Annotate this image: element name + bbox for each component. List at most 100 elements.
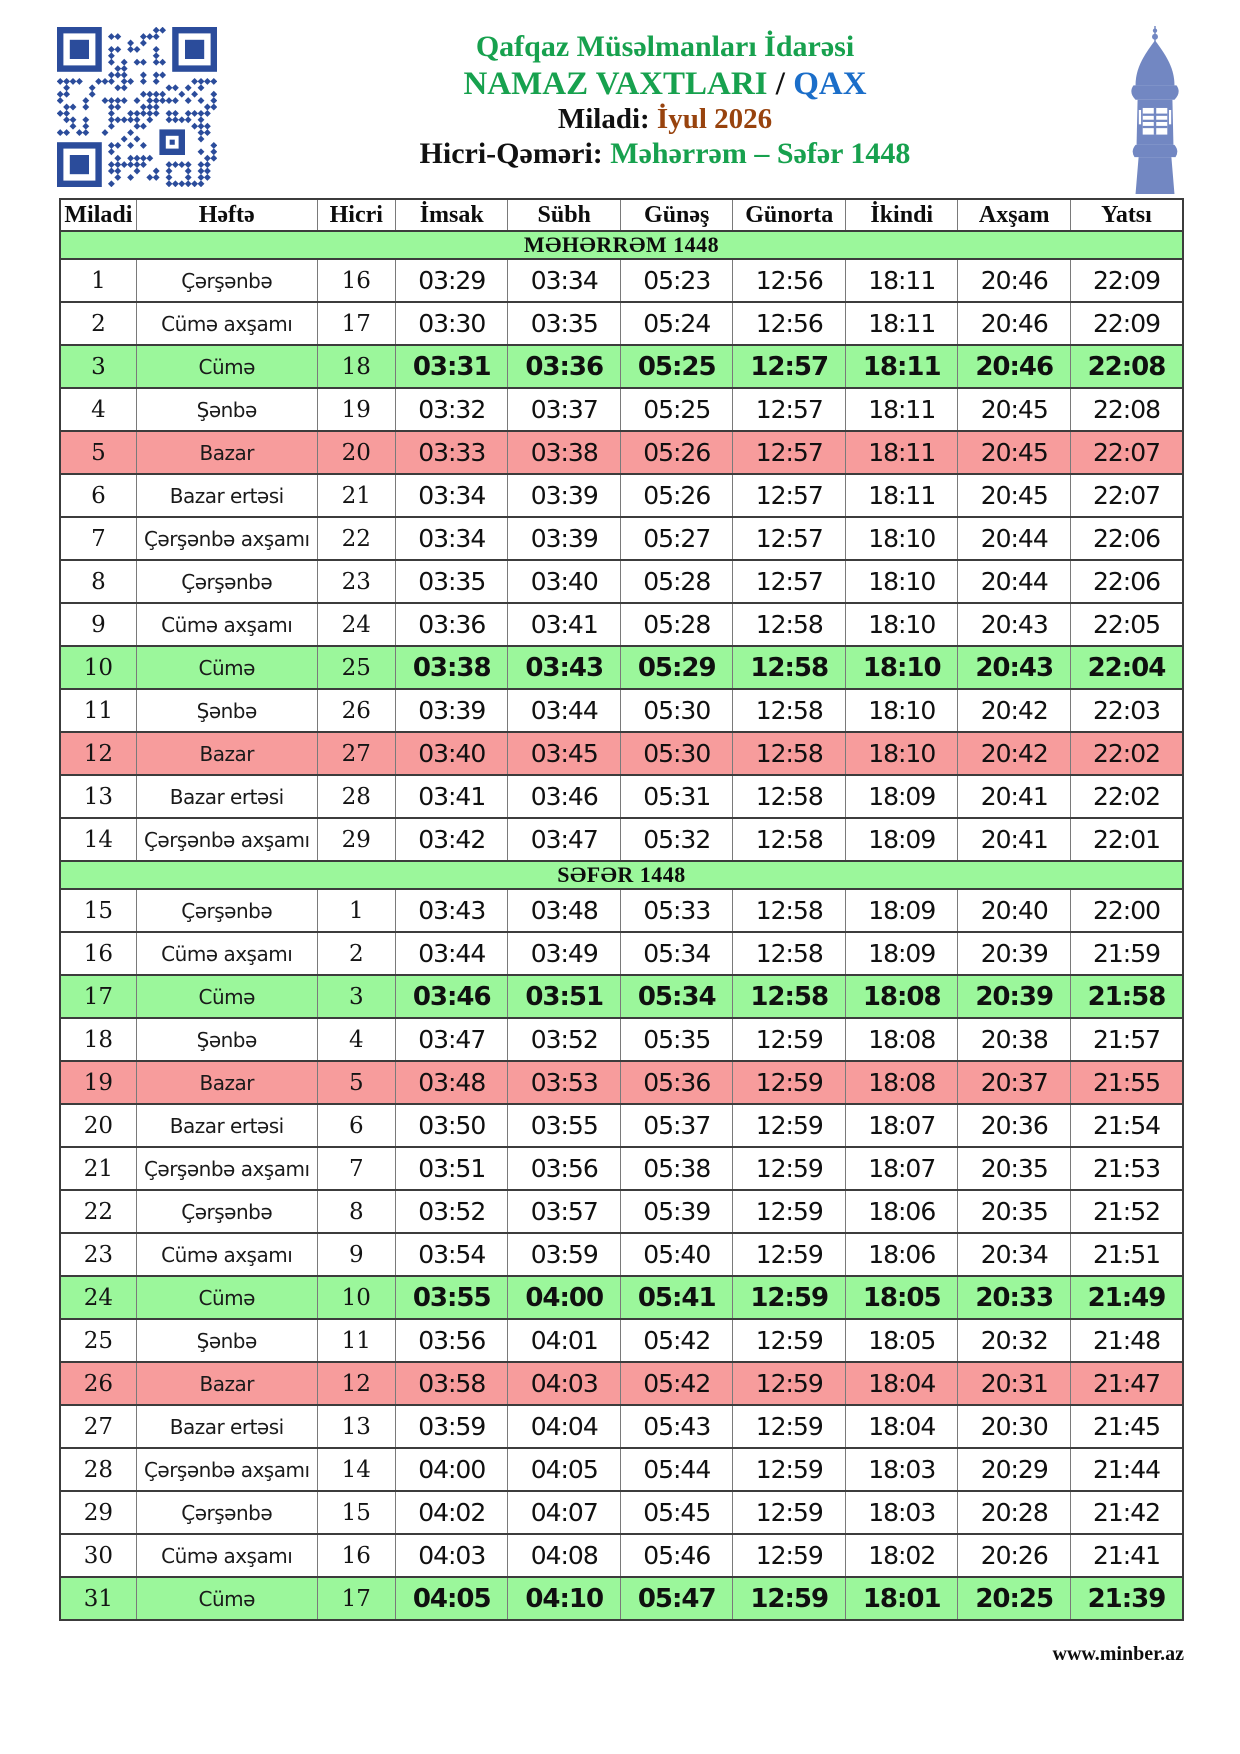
hijri-month-line: Hicri-Qəməri: Məhərrəm – Səfər 1448 (220, 137, 1110, 172)
hicri-day-cell: 27 (316, 731, 396, 776)
col-header-miladi: Miladi (59, 198, 137, 232)
day-row: 9 Cümə axşamı 24 03:36 03:41 05:28 12:58 18:10 2… (59, 602, 1184, 647)
gunes-time-cell: 05:24 (619, 301, 734, 346)
gunorta-time-cell: 12:58 (732, 817, 846, 862)
imsak-time-cell: 03:33 (394, 430, 509, 475)
ikindi-time-cell: 18:11 (844, 301, 959, 346)
ikindi-time-cell: 18:03 (844, 1490, 959, 1535)
yatsi-time-cell: 21:49 (1069, 1275, 1184, 1320)
day-row: 28 Çərşənbə axşamı 14 04:00 04:05 05:44 12:59 1… (59, 1447, 1184, 1492)
ikindi-time-cell: 18:10 (844, 559, 959, 604)
subh-time-cell: 03:35 (507, 301, 621, 346)
weekday-cell: Cümə (135, 974, 318, 1019)
hicri-day-cell: 22 (316, 516, 396, 561)
axsam-time-cell: 20:28 (957, 1490, 1071, 1535)
miladi-day-cell: 17 (59, 974, 137, 1019)
gunes-time-cell: 05:31 (619, 774, 734, 819)
yatsi-time-cell: 22:05 (1069, 602, 1184, 647)
imsak-time-cell: 03:46 (394, 974, 509, 1019)
title-text: NAMAZ VAXTLARI (463, 65, 768, 102)
yatsi-time-cell: 21:42 (1069, 1490, 1184, 1535)
gunorta-time-cell: 12:59 (732, 1103, 846, 1148)
day-row: 18 Şənbə 4 03:47 03:52 05:35 12:59 18:08 20:38 21… (59, 1017, 1184, 1062)
ikindi-time-cell: 18:08 (844, 1017, 959, 1062)
hicri-day-cell: 16 (316, 258, 396, 303)
day-row: 31 Cümə 17 04:05 04:10 05:47 12:59 18:01 20:25 21… (59, 1576, 1184, 1621)
subh-time-cell: 04:07 (507, 1490, 621, 1535)
gunorta-time-cell: 12:58 (732, 931, 846, 976)
subh-time-cell: 04:10 (507, 1576, 621, 1621)
yatsi-time-cell: 22:09 (1069, 301, 1184, 346)
day-row: 12 Bazar 27 03:40 03:45 05:30 12:58 18:10 20:42 2… (59, 731, 1184, 776)
gunorta-time-cell: 12:59 (732, 1232, 846, 1277)
weekday-cell: Çərşənbə (135, 1490, 318, 1535)
ikindi-time-cell: 18:10 (844, 645, 959, 690)
imsak-time-cell: 03:54 (394, 1232, 509, 1277)
imsak-time-cell: 03:42 (394, 817, 509, 862)
hicri-day-cell: 23 (316, 559, 396, 604)
axsam-time-cell: 20:46 (957, 344, 1071, 389)
ikindi-time-cell: 18:02 (844, 1533, 959, 1578)
yatsi-time-cell: 21:52 (1069, 1189, 1184, 1234)
subh-time-cell: 03:40 (507, 559, 621, 604)
yatsi-time-cell: 21:44 (1069, 1447, 1184, 1492)
miladi-value: İyul 2026 (656, 103, 773, 136)
prayer-times-table: Miladi Həftə Hicri İmsak Sübh Günəş Güno… (59, 198, 1184, 1621)
yatsi-time-cell: 22:03 (1069, 688, 1184, 733)
subh-time-cell: 03:34 (507, 258, 621, 303)
gunorta-time-cell: 12:58 (732, 974, 846, 1019)
ikindi-time-cell: 18:11 (844, 344, 959, 389)
col-header-imsak: İmsak (394, 198, 509, 232)
miladi-day-cell: 6 (59, 473, 137, 518)
imsak-time-cell: 03:59 (394, 1404, 509, 1449)
subh-time-cell: 03:39 (507, 516, 621, 561)
col-header-axsam: Axşam (957, 198, 1071, 232)
miladi-day-cell: 21 (59, 1146, 137, 1191)
weekday-cell: Cümə axşamı (135, 602, 318, 647)
gunorta-time-cell: 12:56 (732, 258, 846, 303)
yatsi-time-cell: 22:01 (1069, 817, 1184, 862)
hicri-day-cell: 8 (316, 1189, 396, 1234)
ikindi-time-cell: 18:09 (844, 888, 959, 933)
imsak-time-cell: 03:48 (394, 1060, 509, 1105)
axsam-time-cell: 20:41 (957, 817, 1071, 862)
ikindi-time-cell: 18:08 (844, 974, 959, 1019)
axsam-time-cell: 20:44 (957, 516, 1071, 561)
gunes-time-cell: 05:28 (619, 602, 734, 647)
gunorta-time-cell: 12:58 (732, 602, 846, 647)
hicri-day-cell: 15 (316, 1490, 396, 1535)
weekday-cell: Bazar ertəsi (135, 774, 318, 819)
yatsi-time-cell: 22:02 (1069, 774, 1184, 819)
yatsi-time-cell: 22:06 (1069, 559, 1184, 604)
axsam-time-cell: 20:39 (957, 931, 1071, 976)
imsak-time-cell: 04:00 (394, 1447, 509, 1492)
day-row: 5 Bazar 20 03:33 03:38 05:26 12:57 18:11 20:45 22… (59, 430, 1184, 475)
col-header-hefte: Həftə (135, 198, 318, 232)
hicri-value: Məhərrəm – Səfər 1448 (610, 136, 911, 170)
gunes-time-cell: 05:25 (619, 387, 734, 432)
gunes-time-cell: 05:46 (619, 1533, 734, 1578)
ikindi-time-cell: 18:07 (844, 1146, 959, 1191)
yatsi-time-cell: 21:55 (1069, 1060, 1184, 1105)
weekday-cell: Bazar ertəsi (135, 1103, 318, 1148)
weekday-cell: Çərşənbə axşamı (135, 1447, 318, 1492)
axsam-time-cell: 20:32 (957, 1318, 1071, 1363)
yatsi-time-cell: 22:08 (1069, 344, 1184, 389)
gunorta-time-cell: 12:59 (732, 1533, 846, 1578)
subh-time-cell: 03:39 (507, 473, 621, 518)
imsak-time-cell: 03:39 (394, 688, 509, 733)
day-row: 15 Çərşənbə 1 03:43 03:48 05:33 12:58 18:09 20:4… (59, 888, 1184, 933)
hicri-day-cell: 6 (316, 1103, 396, 1148)
subh-time-cell: 04:04 (507, 1404, 621, 1449)
axsam-time-cell: 20:46 (957, 301, 1071, 346)
day-row: 14 Çərşənbə axşamı 29 03:42 03:47 05:32 12:58 1… (59, 817, 1184, 862)
hicri-day-cell: 4 (316, 1017, 396, 1062)
imsak-time-cell: 03:55 (394, 1275, 509, 1320)
gunorta-time-cell: 12:59 (732, 1576, 846, 1621)
gunorta-time-cell: 12:58 (732, 731, 846, 776)
axsam-time-cell: 20:38 (957, 1017, 1071, 1062)
day-row: 19 Bazar 5 03:48 03:53 05:36 12:59 18:08 20:37 21… (59, 1060, 1184, 1105)
hicri-day-cell: 17 (316, 1576, 396, 1621)
miladi-label: Miladi: (557, 103, 657, 136)
page-footer: www.minber.az (59, 1643, 1184, 1666)
